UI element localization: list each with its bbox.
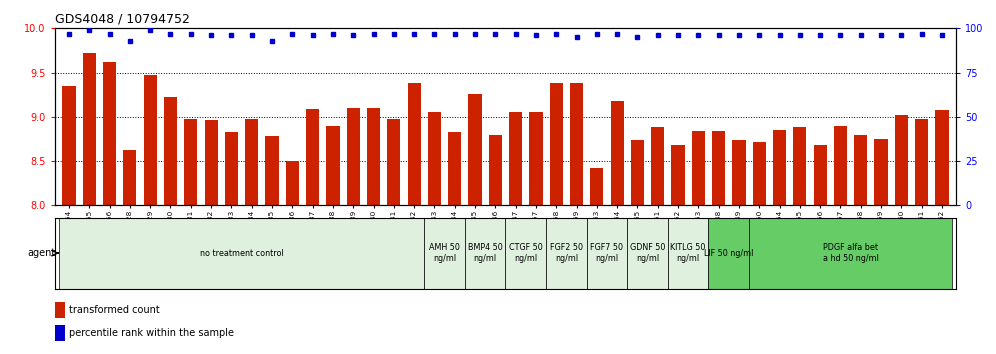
Bar bbox=[570, 83, 583, 205]
Bar bbox=[164, 97, 177, 205]
Bar bbox=[55, 302, 65, 318]
Text: AMH 50
ng/ml: AMH 50 ng/ml bbox=[429, 244, 460, 263]
Bar bbox=[83, 53, 96, 205]
Bar bbox=[103, 62, 117, 205]
Bar bbox=[265, 136, 279, 205]
Bar bbox=[630, 140, 644, 205]
Bar bbox=[204, 120, 218, 205]
Bar bbox=[225, 132, 238, 205]
Bar bbox=[591, 168, 604, 205]
Bar bbox=[448, 132, 461, 205]
Text: BMP4 50
ng/ml: BMP4 50 ng/ml bbox=[468, 244, 503, 263]
Bar bbox=[63, 86, 76, 205]
Bar bbox=[611, 101, 623, 205]
Bar bbox=[749, 218, 952, 289]
Bar bbox=[546, 218, 587, 289]
Bar bbox=[935, 110, 948, 205]
Bar bbox=[59, 218, 424, 289]
Bar bbox=[732, 140, 746, 205]
Text: agent: agent bbox=[27, 248, 55, 258]
Bar bbox=[692, 131, 705, 205]
Bar bbox=[509, 112, 522, 205]
Bar bbox=[671, 145, 684, 205]
Bar bbox=[587, 218, 627, 289]
Bar bbox=[834, 126, 847, 205]
Bar bbox=[708, 218, 749, 289]
Text: FGF2 50
ng/ml: FGF2 50 ng/ml bbox=[550, 244, 583, 263]
Bar bbox=[712, 131, 725, 205]
Bar bbox=[124, 150, 136, 205]
Bar bbox=[367, 108, 380, 205]
Text: no treatment control: no treatment control bbox=[199, 249, 284, 258]
Bar bbox=[773, 130, 786, 205]
Bar bbox=[651, 127, 664, 205]
Bar bbox=[286, 161, 299, 205]
Text: PDGF alfa bet
a hd 50 ng/ml: PDGF alfa bet a hd 50 ng/ml bbox=[823, 244, 878, 263]
Bar bbox=[387, 119, 400, 205]
Bar bbox=[428, 112, 441, 205]
Bar bbox=[143, 75, 156, 205]
Bar bbox=[894, 115, 908, 205]
Bar bbox=[506, 218, 546, 289]
Bar bbox=[874, 139, 887, 205]
Bar bbox=[424, 218, 465, 289]
Bar bbox=[347, 108, 360, 205]
Bar bbox=[306, 109, 319, 205]
Bar bbox=[245, 119, 258, 205]
Bar bbox=[184, 119, 197, 205]
Bar bbox=[55, 325, 65, 341]
Bar bbox=[855, 135, 868, 205]
Bar bbox=[753, 142, 766, 205]
Bar bbox=[668, 218, 708, 289]
Bar bbox=[529, 112, 543, 205]
Text: percentile rank within the sample: percentile rank within the sample bbox=[69, 328, 234, 338]
Text: GDS4048 / 10794752: GDS4048 / 10794752 bbox=[55, 13, 189, 26]
Text: LIF 50 ng/ml: LIF 50 ng/ml bbox=[704, 249, 753, 258]
Bar bbox=[468, 94, 482, 205]
Bar bbox=[814, 145, 827, 205]
Bar bbox=[327, 126, 340, 205]
Text: KITLG 50
ng/ml: KITLG 50 ng/ml bbox=[670, 244, 706, 263]
Bar bbox=[465, 218, 505, 289]
Bar bbox=[489, 135, 502, 205]
Text: CTGF 50
ng/ml: CTGF 50 ng/ml bbox=[509, 244, 543, 263]
Text: GDNF 50
ng/ml: GDNF 50 ng/ml bbox=[629, 244, 665, 263]
Bar bbox=[793, 127, 807, 205]
Bar bbox=[407, 83, 420, 205]
Bar bbox=[915, 119, 928, 205]
Text: FGF7 50
ng/ml: FGF7 50 ng/ml bbox=[591, 244, 623, 263]
Bar bbox=[550, 83, 563, 205]
Bar bbox=[627, 218, 668, 289]
Text: transformed count: transformed count bbox=[69, 305, 159, 315]
